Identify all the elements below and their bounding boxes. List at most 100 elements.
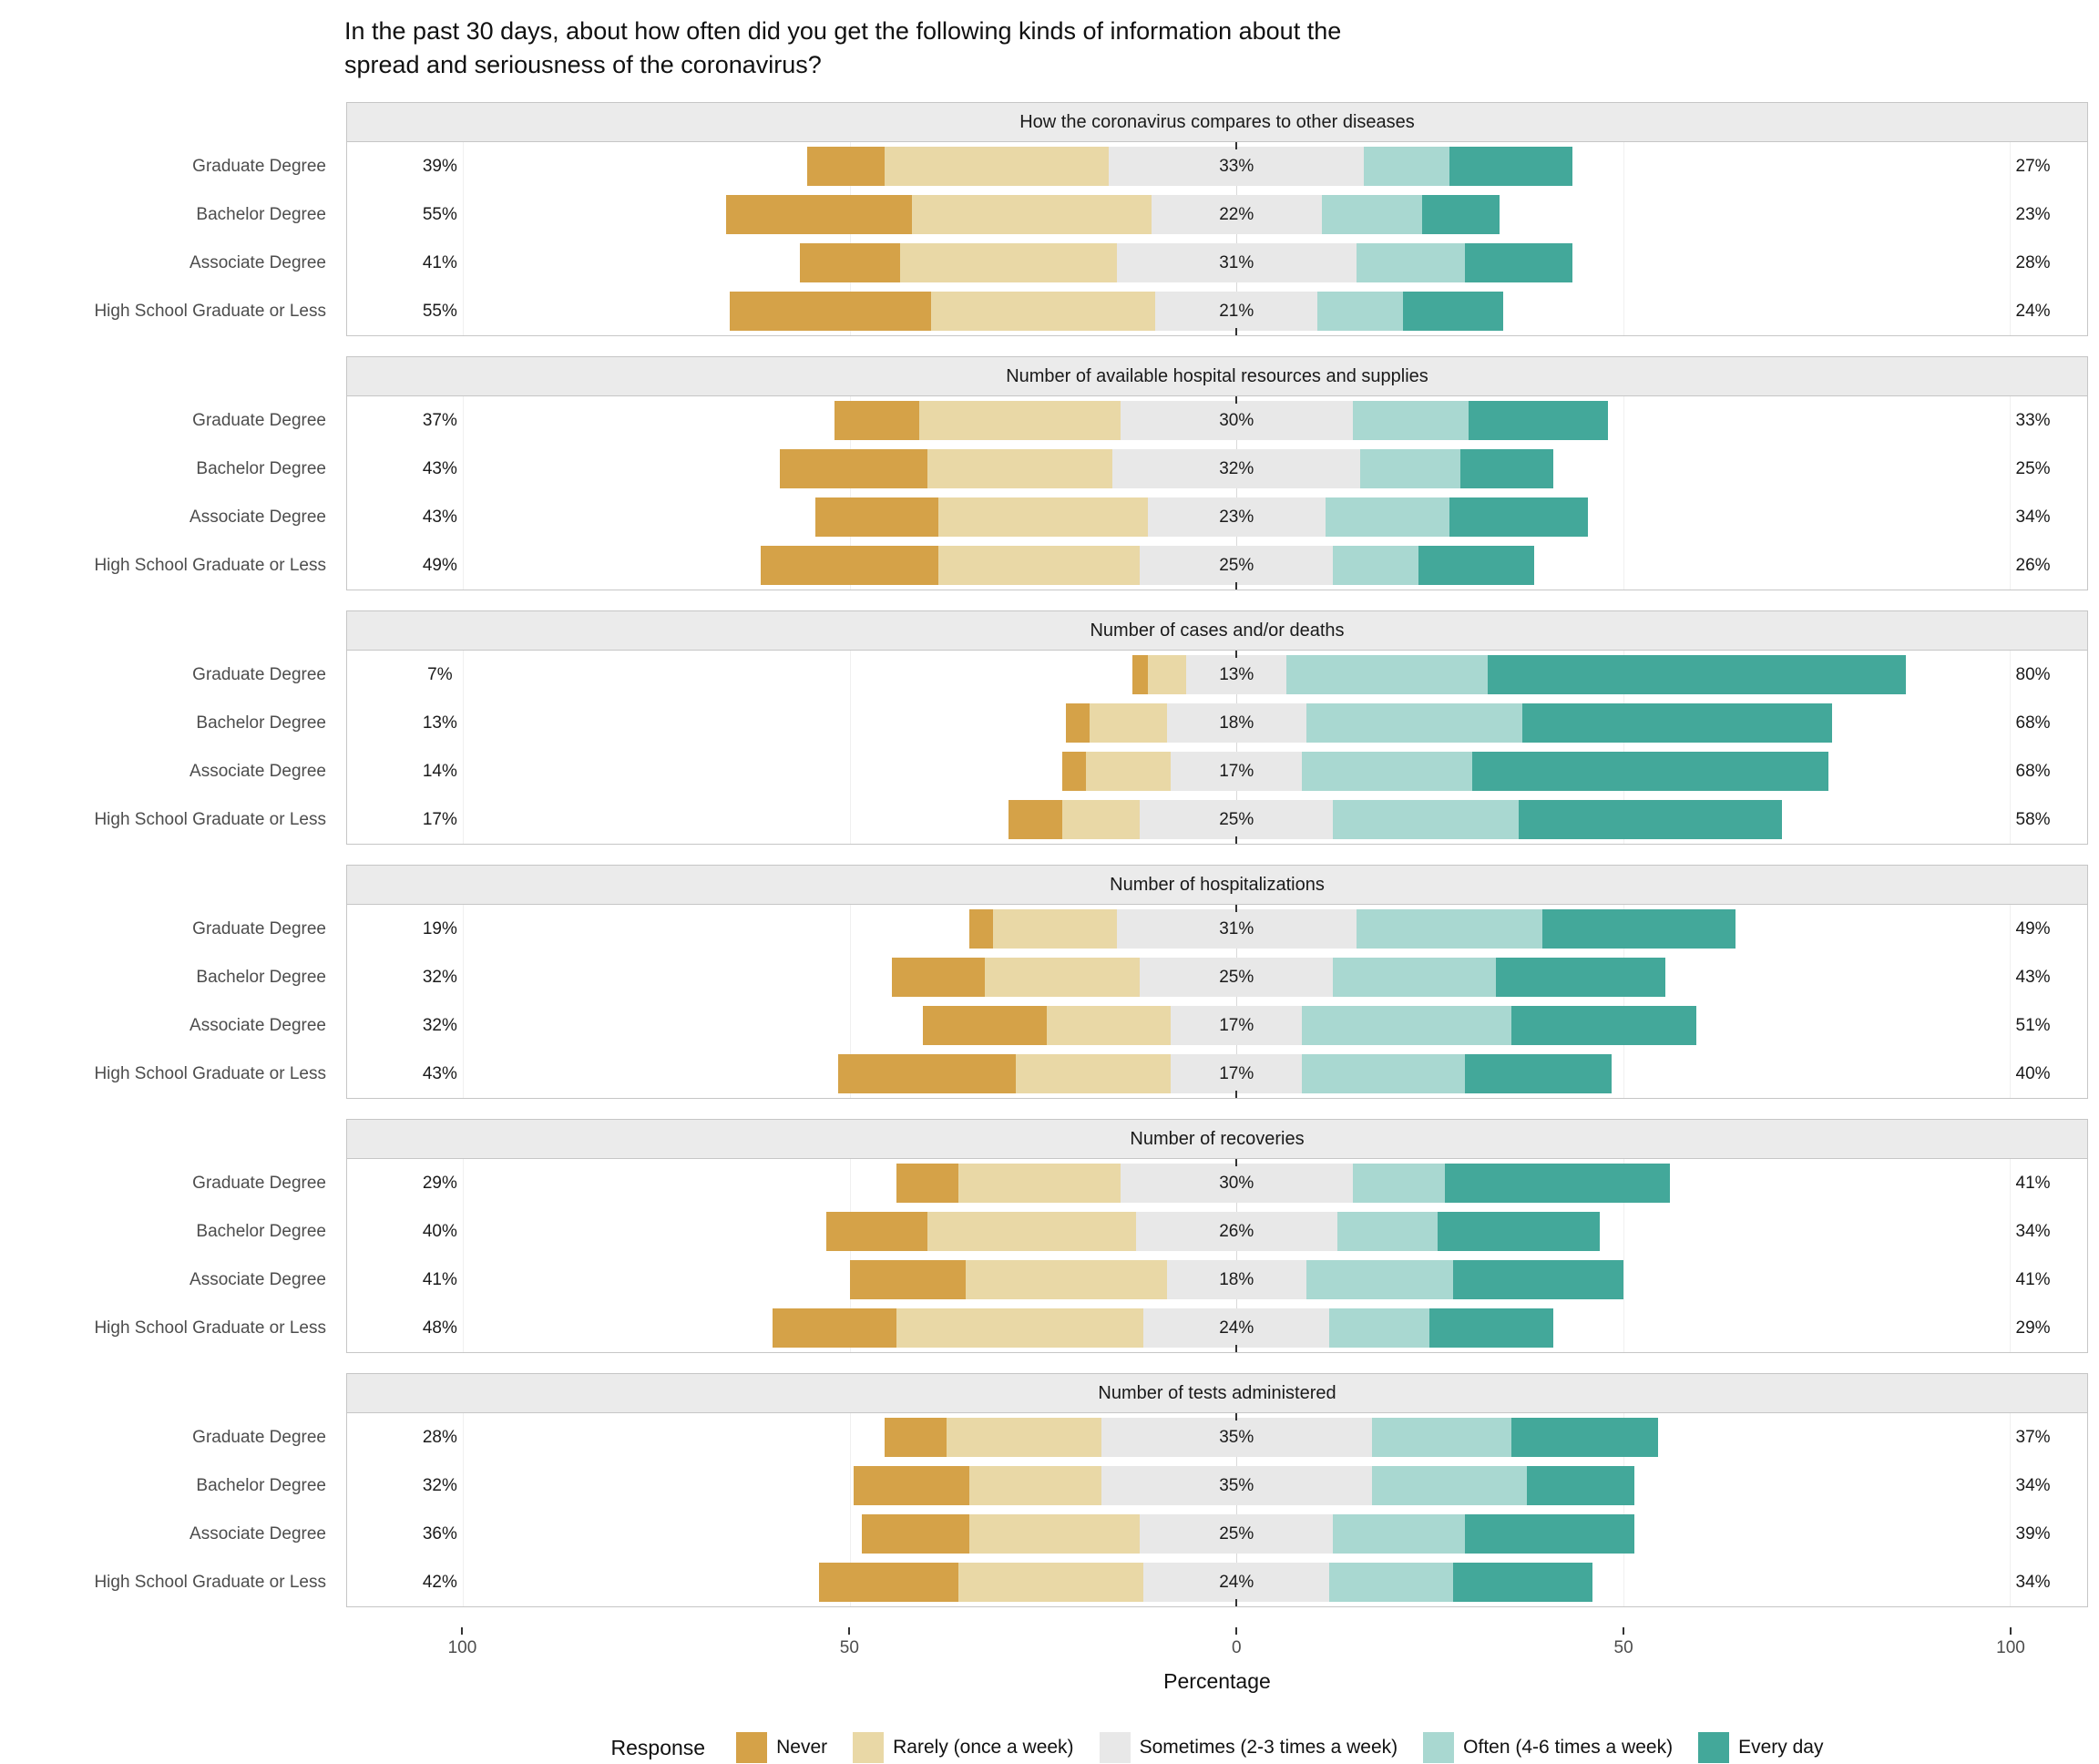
category-label: Associate Degree bbox=[189, 507, 326, 527]
gridline bbox=[463, 651, 465, 844]
bar-segment-never bbox=[884, 1418, 947, 1457]
facet-panels-container: Graduate Degree Bachelor Degree Associate … bbox=[0, 102, 2099, 1607]
bar-segment-rarely bbox=[957, 1164, 1121, 1203]
plot-area: 7% 13% 80% 13% 18% 68% 14% 17% 68% 17% 25% 58% bbox=[347, 651, 2087, 844]
category-labels-column: Graduate Degree Bachelor Degree Associate … bbox=[0, 102, 346, 336]
left-percent-label: 7% bbox=[427, 665, 453, 684]
left-percent-label: 43% bbox=[422, 508, 457, 527]
legend-item-everyday: Every day bbox=[1698, 1732, 1823, 1763]
bar-segment-sometimes bbox=[1140, 1514, 1334, 1554]
right-percent-label: 33% bbox=[2015, 411, 2051, 430]
gridline bbox=[1236, 142, 1238, 335]
gridline bbox=[2010, 142, 2012, 335]
bar-segment-rarely bbox=[927, 1212, 1136, 1251]
bar-row: 17% 25% 58% bbox=[347, 795, 2087, 844]
bar-segment-sometimes bbox=[1186, 655, 1287, 694]
bar-segment-never bbox=[772, 1308, 896, 1348]
bar-segment-never bbox=[969, 909, 993, 949]
legend-swatch-never bbox=[736, 1732, 768, 1763]
gridline bbox=[1623, 396, 1624, 590]
facet-panel: Graduate Degree Bachelor Degree Associate … bbox=[0, 1119, 2099, 1353]
bar-segment-rarely bbox=[1047, 1006, 1172, 1045]
x-axis: 100 50 0 50 100 bbox=[0, 1627, 2099, 1667]
bar-segment-everyday bbox=[1495, 958, 1666, 997]
right-percent-label: 23% bbox=[2015, 205, 2051, 224]
facet-strip-title: Number of available hospital resources a… bbox=[347, 357, 2087, 396]
right-percent-label: 34% bbox=[2015, 508, 2051, 527]
bar-segment-sometimes bbox=[1155, 292, 1318, 331]
bar-row: 43% 32% 25% bbox=[347, 445, 2087, 493]
bar-segment-sometimes bbox=[1101, 1466, 1372, 1505]
bar-segment-never bbox=[854, 1466, 970, 1505]
bar-segment-often bbox=[1356, 243, 1465, 282]
category-labels-column: Graduate Degree Bachelor Degree Associate … bbox=[0, 865, 346, 1099]
bar-segment-everyday bbox=[1449, 147, 1573, 186]
mid-percent-label: 30% bbox=[1219, 1174, 1254, 1193]
axis-tick bbox=[1623, 1627, 1625, 1635]
mid-percent-label: 18% bbox=[1219, 713, 1254, 733]
bar-segment-often bbox=[1329, 1563, 1453, 1602]
facet-strip-title: Number of tests administered bbox=[347, 1374, 2087, 1413]
zero-tick-bottom bbox=[1235, 1345, 1238, 1352]
bar-segment-everyday bbox=[1519, 800, 1782, 839]
right-percent-label: 80% bbox=[2015, 665, 2051, 684]
bar-segment-everyday bbox=[1510, 1418, 1658, 1457]
bar-row: 19% 31% 49% bbox=[347, 905, 2087, 953]
facet-panel: Graduate Degree Bachelor Degree Associate … bbox=[0, 610, 2099, 845]
bar-segment-never bbox=[1131, 655, 1148, 694]
mid-percent-label: 25% bbox=[1219, 968, 1254, 987]
likert-chart-page: In the past 30 days, about how often did… bbox=[0, 15, 2099, 1764]
gridline bbox=[1623, 651, 1624, 844]
bar-segment-rarely bbox=[1062, 800, 1141, 839]
gridline bbox=[849, 651, 851, 844]
bar-segment-sometimes bbox=[1140, 958, 1334, 997]
bar-segment-everyday bbox=[1449, 497, 1589, 537]
right-percent-label: 29% bbox=[2015, 1318, 2051, 1338]
category-label: Associate Degree bbox=[189, 1523, 326, 1544]
right-percent-label: 39% bbox=[2015, 1524, 2051, 1544]
mid-percent-label: 18% bbox=[1219, 1270, 1254, 1289]
bar-segment-everyday bbox=[1488, 655, 1906, 694]
bar-segment-often bbox=[1371, 1466, 1527, 1505]
bar-segment-everyday bbox=[1510, 1006, 1697, 1045]
bar-segment-rarely bbox=[927, 449, 1113, 488]
bar-segment-never bbox=[799, 243, 900, 282]
legend-item-sometimes: Sometimes (2-3 times a week) bbox=[1099, 1732, 1398, 1763]
zero-tick-bottom bbox=[1235, 1091, 1238, 1098]
bar-segment-often bbox=[1302, 752, 1473, 791]
facet-strip-title: Number of cases and/or deaths bbox=[347, 611, 2087, 651]
right-percent-label: 34% bbox=[2015, 1222, 2051, 1241]
axis-tick bbox=[461, 1627, 464, 1635]
facet-panel: Graduate Degree Bachelor Degree Associate … bbox=[0, 865, 2099, 1099]
bar-segment-everyday bbox=[1429, 1308, 1554, 1348]
bar-segment-sometimes bbox=[1116, 909, 1357, 949]
bar-segment-sometimes bbox=[1143, 1308, 1330, 1348]
legend-swatch-sometimes bbox=[1099, 1732, 1131, 1763]
legend-item-rarely: Rarely (once a week) bbox=[853, 1732, 1074, 1763]
mid-percent-label: 24% bbox=[1219, 1573, 1254, 1592]
legend-item-often: Often (4-6 times a week) bbox=[1423, 1732, 1673, 1763]
facet-panel-frame: How the coronavirus compares to other di… bbox=[346, 102, 2088, 336]
category-label: Bachelor Degree bbox=[196, 1221, 326, 1241]
x-axis-title: Percentage bbox=[1163, 1669, 1271, 1693]
bar-segment-rarely bbox=[899, 243, 1117, 282]
bar-row: 55% 22% 23% bbox=[347, 190, 2087, 239]
bar-segment-often bbox=[1305, 703, 1523, 743]
facet-panel-frame: Number of hospitalizations 19% 31% 49% 32% 25… bbox=[346, 865, 2088, 1099]
bar-row: 32% 35% 34% bbox=[347, 1461, 2087, 1510]
bar-segment-rarely bbox=[966, 1260, 1167, 1299]
bar-segment-sometimes bbox=[1135, 1212, 1337, 1251]
bar-segment-rarely bbox=[992, 909, 1117, 949]
bar-segment-sometimes bbox=[1140, 546, 1334, 585]
gridline bbox=[849, 142, 851, 335]
right-percent-label: 28% bbox=[2015, 253, 2051, 272]
bar-segment-never bbox=[1066, 703, 1090, 743]
bar-row: 29% 30% 41% bbox=[347, 1159, 2087, 1207]
bar-segment-rarely bbox=[1016, 1054, 1172, 1093]
bar-segment-everyday bbox=[1452, 1563, 1592, 1602]
x-axis-title-row: Percentage bbox=[0, 1669, 2099, 1694]
left-percent-label: 37% bbox=[422, 411, 457, 430]
gridline bbox=[849, 1413, 851, 1606]
facet-panel-frame: Number of tests administered 28% 35% 37% 32%… bbox=[346, 1373, 2088, 1607]
bar-segment-never bbox=[896, 1164, 958, 1203]
